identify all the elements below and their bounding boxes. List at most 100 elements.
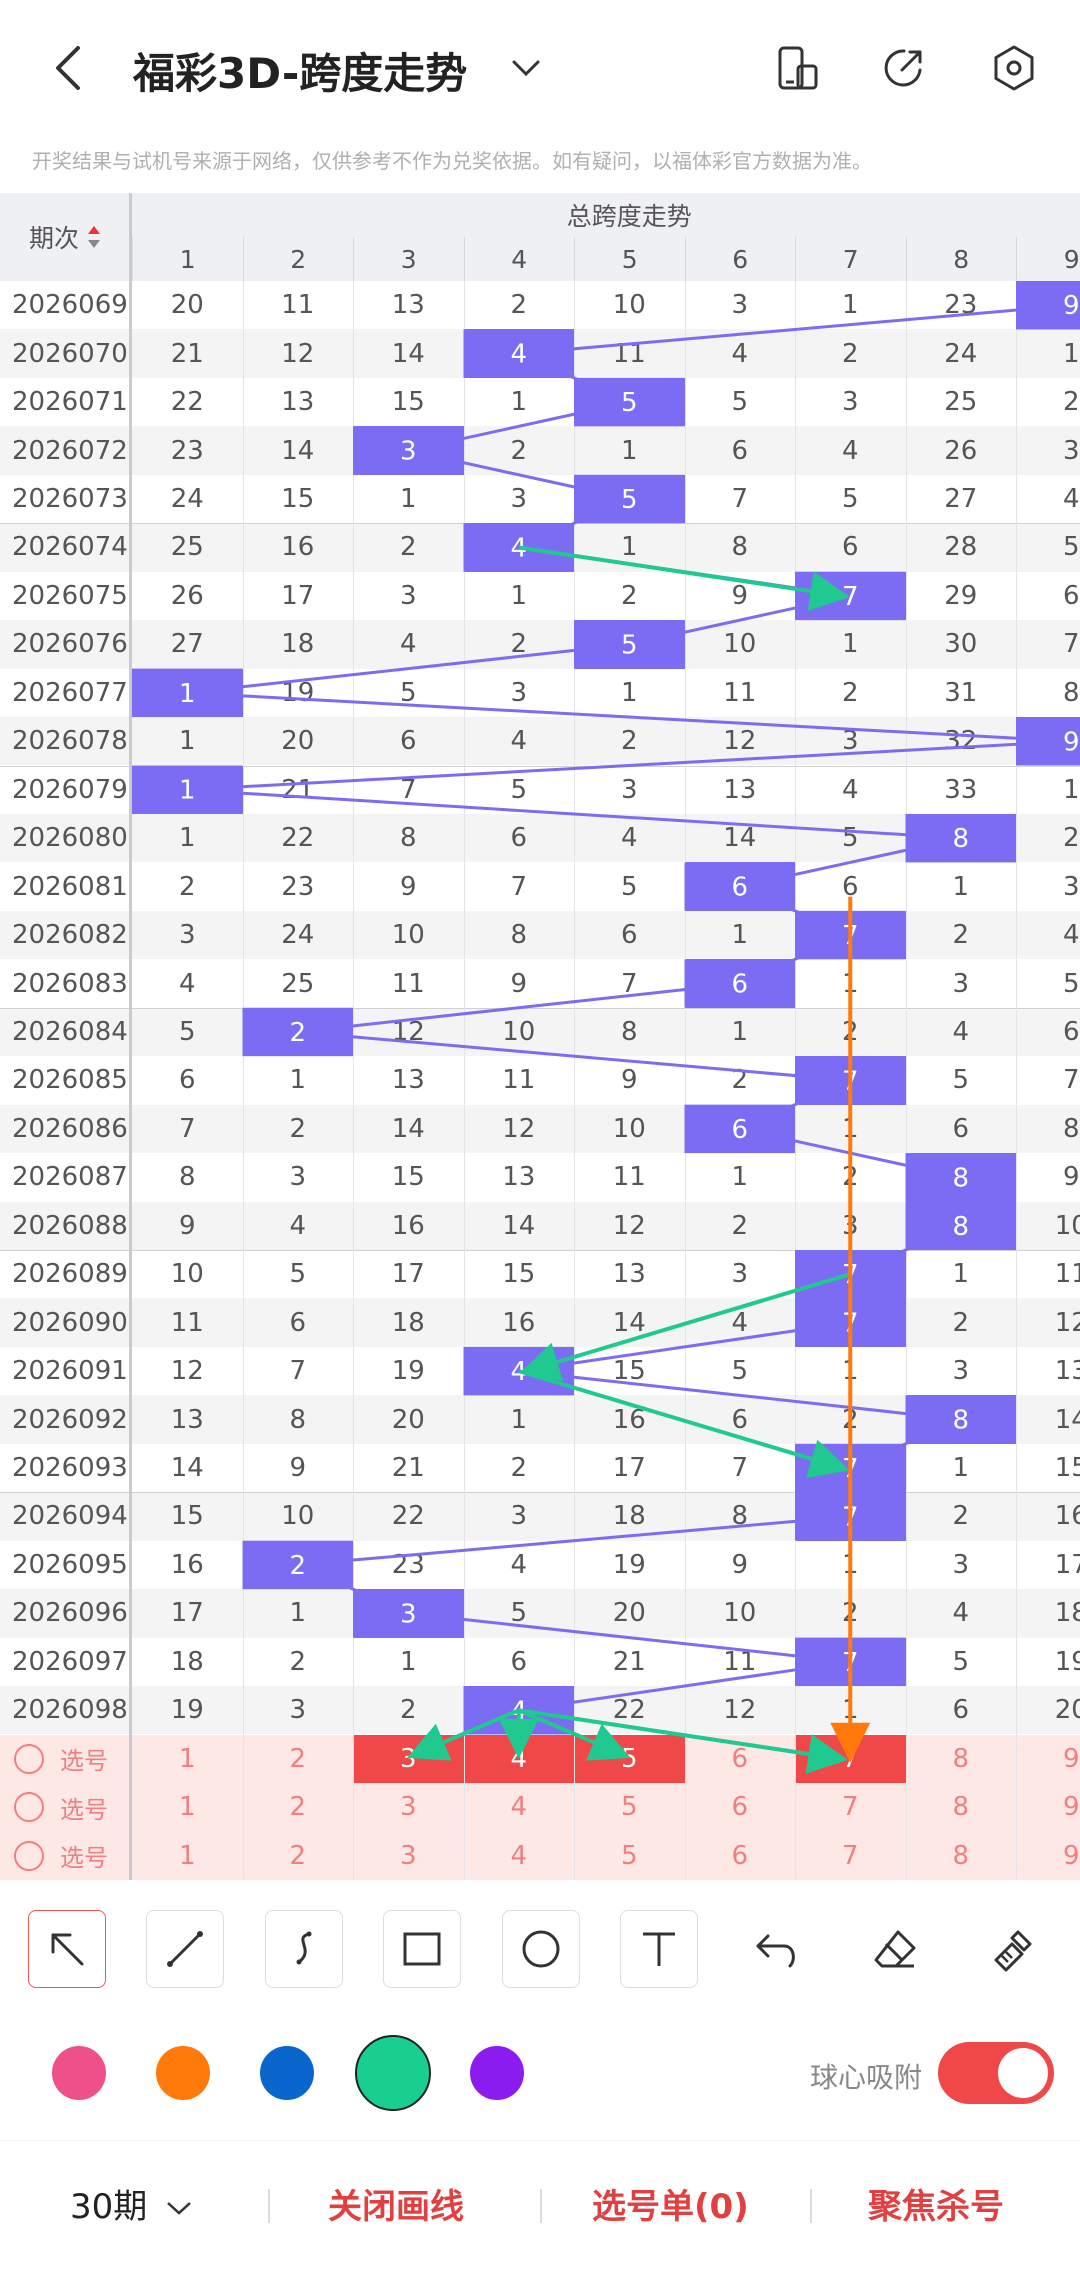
share-icon[interactable]: [880, 44, 928, 92]
trend-cell: 2: [841, 1598, 859, 1629]
trend-cell: 14: [170, 1453, 204, 1484]
select-number[interactable]: 4: [510, 1840, 528, 1871]
trend-cell: 1: [178, 823, 196, 854]
hit-cell: 4: [463, 329, 574, 378]
select-number[interactable]: 5: [620, 1792, 638, 1823]
data-source-notice: 开奖结果与试机号来源于网络，仅供参考不作为兑奖依据。如有疑问，以福体彩官方数据为…: [32, 149, 872, 173]
settings-icon[interactable]: [990, 44, 1038, 92]
select-number[interactable]: 3: [399, 1792, 417, 1823]
trend-cell: 21: [391, 1453, 425, 1484]
selected-number[interactable]: 7: [795, 1734, 906, 1783]
undo-button[interactable]: [738, 1910, 816, 1988]
clear-all-button[interactable]: [974, 1910, 1052, 1988]
trend-cell: 13: [723, 774, 757, 805]
snap-toggle[interactable]: [938, 2042, 1054, 2104]
page-title[interactable]: 福彩3D-跨度走势: [133, 49, 468, 98]
trend-cell: 10: [281, 1501, 315, 1532]
period-header[interactable]: 期次: [0, 193, 132, 281]
color-swatch-orange[interactable]: [156, 2046, 210, 2100]
trend-cell: 6: [952, 1113, 970, 1144]
trend-cell: 9: [731, 580, 749, 611]
trend-cell: 13: [1054, 1356, 1080, 1387]
select-number[interactable]: 1: [178, 1743, 196, 1774]
select-number[interactable]: 9: [1062, 1792, 1080, 1823]
trend-cell: 15: [1054, 1453, 1080, 1484]
eraser-button[interactable]: [856, 1910, 934, 1988]
period-cell: 2026088: [12, 1210, 128, 1241]
trend-cell: 2: [731, 1210, 749, 1241]
selected-number[interactable]: 5: [574, 1734, 685, 1783]
line-tool[interactable]: [146, 1910, 224, 1988]
trend-cell: 1: [952, 1259, 970, 1290]
hit-cell: 5: [574, 474, 685, 524]
text-tool[interactable]: [620, 1910, 698, 1988]
select-row-toggle[interactable]: 选号: [0, 1735, 132, 1783]
color-swatch-blue[interactable]: [260, 2046, 314, 2100]
radio-icon: [14, 1792, 44, 1823]
period-select[interactable]: 30期: [70, 2179, 194, 2228]
period-cell: 2026083: [12, 968, 128, 999]
select-row-toggle[interactable]: 选号: [0, 1831, 132, 1879]
hit-cell: 4: [463, 523, 574, 572]
period-cell: 2026091: [12, 1356, 128, 1387]
trend-cell: 8: [1062, 1113, 1080, 1144]
arrow-tool[interactable]: [28, 1910, 106, 1988]
trend-cell: 24: [170, 484, 204, 515]
trend-cell: 2: [289, 1113, 307, 1144]
curve-tool[interactable]: [265, 1910, 343, 1988]
hit-cell: 8: [905, 1395, 1016, 1444]
trend-cell: 13: [391, 290, 425, 321]
chevron-down-icon[interactable]: [506, 48, 546, 88]
select-number[interactable]: 5: [620, 1840, 638, 1871]
select-number[interactable]: 9: [1062, 1743, 1080, 1774]
trend-cell: 30: [944, 629, 978, 660]
select-number[interactable]: 8: [952, 1840, 970, 1871]
trend-cell: 3: [952, 968, 970, 999]
radio-icon: [14, 1743, 44, 1774]
select-number[interactable]: 6: [731, 1743, 749, 1774]
select-number[interactable]: 6: [731, 1840, 749, 1871]
focus-kill-button[interactable]: 聚焦杀号: [868, 2187, 1004, 2227]
color-swatch-pink[interactable]: [52, 2046, 106, 2100]
select-row-toggle[interactable]: 选号: [0, 1783, 132, 1831]
trend-cell: 3: [1062, 871, 1080, 902]
trend-cell: 2: [841, 338, 859, 369]
trend-cell: 17: [1054, 1549, 1080, 1580]
trend-cell: 7: [178, 1113, 196, 1144]
select-number[interactable]: 2: [289, 1792, 307, 1823]
trend-cell: 3: [620, 774, 638, 805]
period-cell: 2026079: [12, 774, 128, 805]
period-cell: 2026085: [12, 1065, 128, 1096]
selected-number[interactable]: 4: [463, 1734, 574, 1783]
select-number[interactable]: 3: [399, 1840, 417, 1871]
select-number[interactable]: 8: [952, 1792, 970, 1823]
trend-cell: 16: [391, 1210, 425, 1241]
select-number[interactable]: 8: [952, 1743, 970, 1774]
select-number[interactable]: 7: [841, 1792, 859, 1823]
select-number[interactable]: 2: [289, 1743, 307, 1774]
select-number[interactable]: 7: [841, 1840, 859, 1871]
selected-number[interactable]: 3: [353, 1734, 464, 1783]
back-icon[interactable]: [42, 40, 98, 96]
select-number[interactable]: 6: [731, 1792, 749, 1823]
select-number[interactable]: 1: [178, 1840, 196, 1871]
rectangle-tool[interactable]: [383, 1910, 461, 1988]
color-swatch-green[interactable]: [355, 2035, 431, 2111]
period-cell: 2026073: [12, 484, 128, 515]
circle-tool[interactable]: [502, 1910, 580, 1988]
trend-cell: 22: [281, 823, 315, 854]
trend-cell: 1: [399, 484, 417, 515]
trend-cell: 11: [723, 677, 757, 708]
trend-cell: 2: [510, 290, 528, 321]
trend-cell: 1: [841, 1549, 859, 1580]
ticket-button[interactable]: 选号单(0): [592, 2187, 749, 2227]
hit-cell: 7: [795, 1637, 906, 1687]
select-number[interactable]: 9: [1062, 1840, 1080, 1871]
device-icon[interactable]: [774, 44, 822, 92]
select-number[interactable]: 1: [178, 1792, 196, 1823]
select-number[interactable]: 2: [289, 1840, 307, 1871]
color-swatch-purple[interactable]: [470, 2046, 524, 2100]
close-draw-button[interactable]: 关闭画线: [328, 2187, 464, 2227]
toggle-knob: [998, 2048, 1048, 2098]
select-number[interactable]: 4: [510, 1792, 528, 1823]
